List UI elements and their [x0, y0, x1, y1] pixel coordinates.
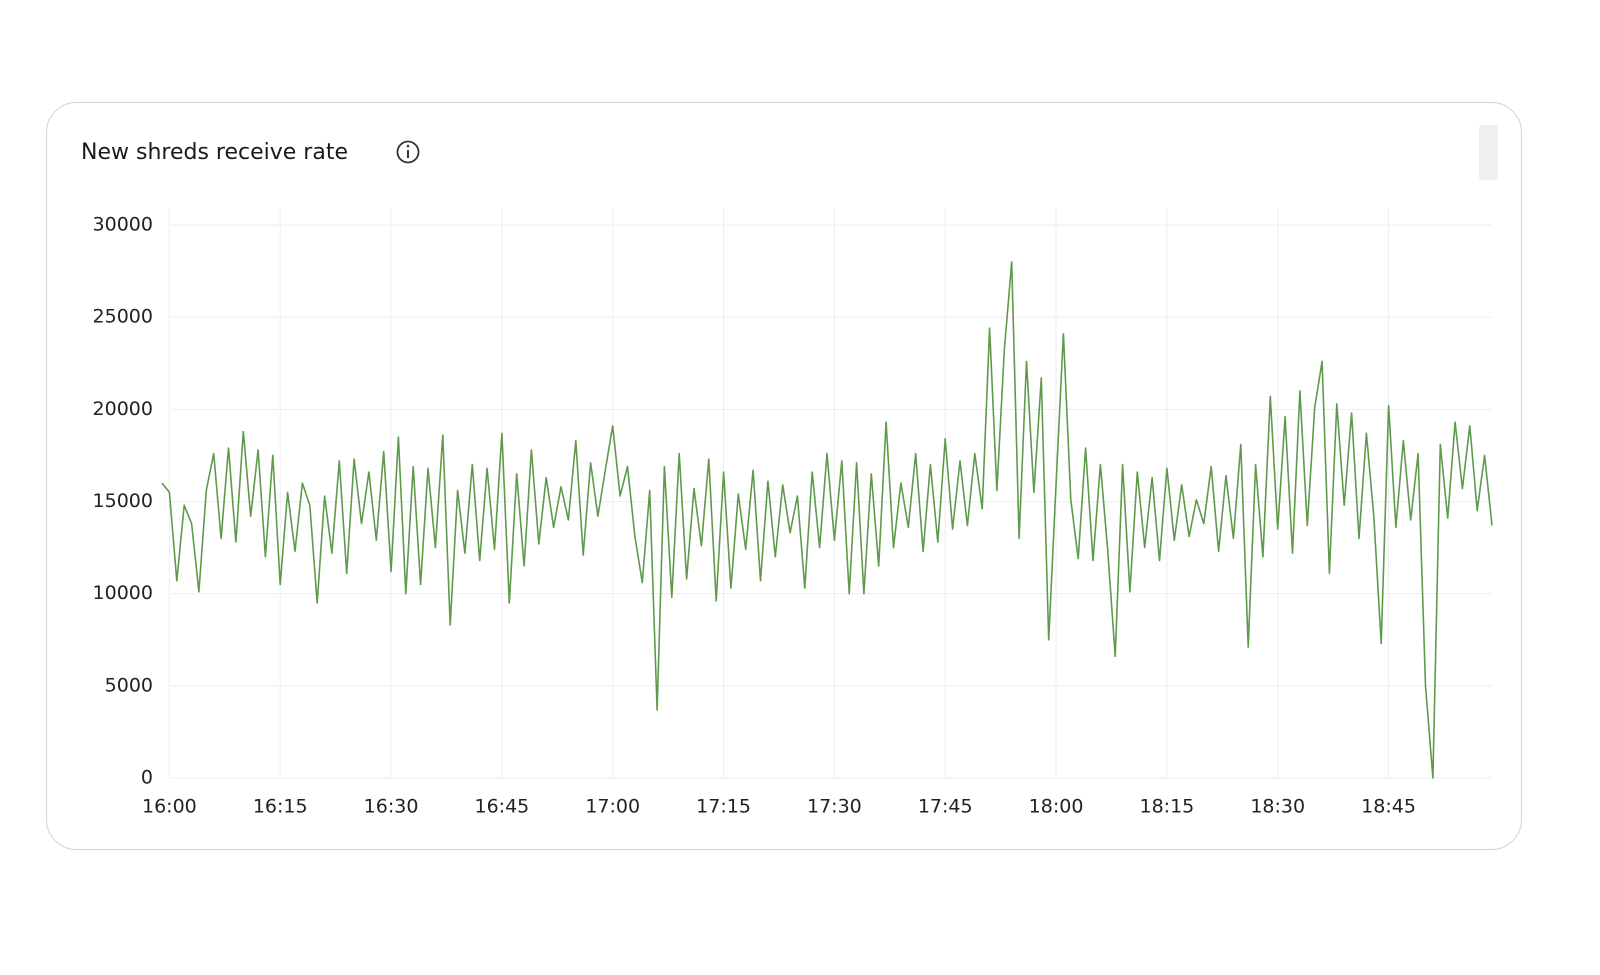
x-tick-label: 16:00 [142, 796, 197, 818]
x-tick-label: 18:45 [1361, 796, 1416, 818]
x-tick-label: 17:00 [585, 796, 640, 818]
menu-button[interactable] [1479, 125, 1498, 180]
chart-title: New shreds receive rate [81, 140, 348, 165]
y-tick-label: 25000 [93, 306, 153, 328]
x-tick-label: 16:30 [364, 796, 419, 818]
x-tick-label: 18:30 [1250, 796, 1305, 818]
data-line [161, 261, 1493, 779]
y-tick-label: 15000 [93, 490, 153, 512]
x-tick-label: 17:45 [918, 796, 973, 818]
y-tick-label: 5000 [105, 674, 153, 696]
x-tick-label: 17:15 [696, 796, 751, 818]
y-tick-label: 10000 [93, 582, 153, 604]
x-tick-label: 18:15 [1140, 796, 1195, 818]
x-tick-label: 18:00 [1029, 796, 1084, 818]
x-tick-label: 17:30 [807, 796, 862, 818]
y-tick-label: 30000 [93, 214, 153, 236]
y-tick-label: 0 [141, 767, 153, 789]
card [46, 102, 1522, 850]
x-tick-label: 16:45 [475, 796, 530, 818]
y-tick-label: 20000 [93, 398, 153, 420]
x-tick-label: 16:15 [253, 796, 308, 818]
info-icon[interactable] [396, 140, 420, 164]
